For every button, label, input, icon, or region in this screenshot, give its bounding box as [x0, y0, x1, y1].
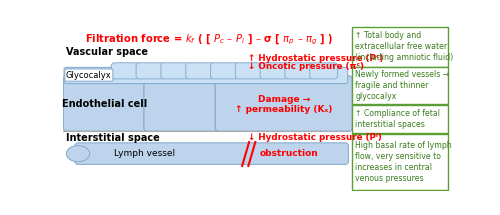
FancyBboxPatch shape: [144, 76, 218, 131]
FancyBboxPatch shape: [215, 76, 352, 131]
FancyBboxPatch shape: [352, 134, 448, 190]
Ellipse shape: [66, 146, 90, 162]
Text: Filtration force = $k_f$ ( [ $P_c$ – $P_i$ ] – σ [ $π_p$ – $π_g$ ] ): Filtration force = $k_f$ ( [ $P_c$ – $P_…: [86, 33, 334, 47]
Text: Glycocalyx: Glycocalyx: [66, 71, 112, 80]
Text: High basal rate of lymph
flow, very sensitive to
increases in central
venous pre: High basal rate of lymph flow, very sens…: [356, 141, 452, 183]
Text: Newly formed vessels →
fragile and thinner
glycocalyx: Newly formed vessels → fragile and thinn…: [356, 70, 450, 101]
FancyBboxPatch shape: [352, 105, 448, 133]
Text: ↑ Hydrostatic pressure (Pᶜ): ↑ Hydrostatic pressure (Pᶜ): [248, 54, 384, 63]
FancyBboxPatch shape: [260, 63, 288, 79]
Text: ↓ Hydrostatic pressure (Pᴵ): ↓ Hydrostatic pressure (Pᴵ): [248, 133, 382, 142]
Text: ↓ Oncotic pressure (πᶜ): ↓ Oncotic pressure (πᶜ): [248, 62, 364, 71]
FancyBboxPatch shape: [310, 63, 338, 79]
FancyBboxPatch shape: [161, 63, 189, 79]
Text: Interstitial space: Interstitial space: [66, 133, 160, 143]
Text: Damage →: Damage →: [258, 95, 310, 104]
FancyBboxPatch shape: [136, 63, 164, 79]
Text: ↑ Total body and
extracellular free water
(including amniotic fluid): ↑ Total body and extracellular free wate…: [356, 31, 454, 62]
FancyBboxPatch shape: [64, 67, 348, 84]
FancyBboxPatch shape: [65, 69, 113, 81]
FancyBboxPatch shape: [75, 143, 348, 164]
Text: ↑ Compliance of fetal
interstitial spaces: ↑ Compliance of fetal interstitial space…: [356, 109, 440, 129]
Text: Endothelial cell: Endothelial cell: [62, 98, 148, 109]
Text: Lymph vessel: Lymph vessel: [114, 149, 175, 158]
FancyBboxPatch shape: [64, 76, 147, 131]
FancyBboxPatch shape: [352, 27, 448, 67]
FancyBboxPatch shape: [112, 63, 139, 79]
FancyBboxPatch shape: [186, 63, 214, 79]
FancyBboxPatch shape: [352, 67, 448, 104]
FancyBboxPatch shape: [285, 63, 313, 79]
Text: obstruction: obstruction: [259, 149, 318, 158]
FancyBboxPatch shape: [236, 63, 263, 79]
FancyBboxPatch shape: [210, 63, 238, 79]
Text: ↑ permeability (Kₓ): ↑ permeability (Kₓ): [235, 105, 332, 114]
Text: Vascular space: Vascular space: [66, 47, 148, 57]
